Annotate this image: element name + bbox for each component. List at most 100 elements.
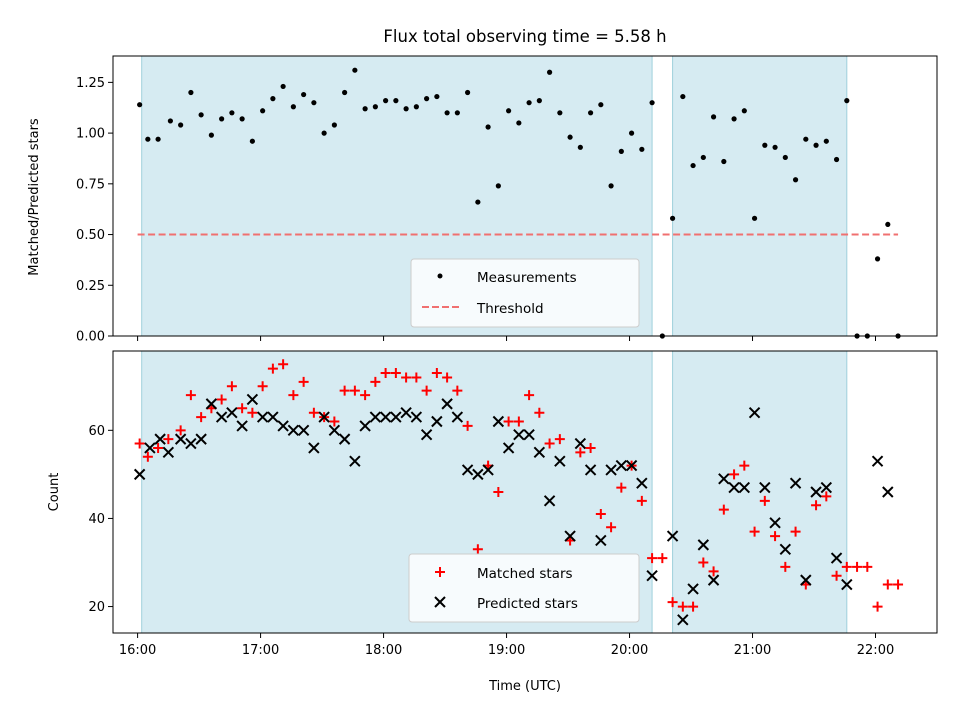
predicted-star-point	[441, 398, 453, 410]
matched-star-point	[575, 447, 586, 458]
predicted-star-point	[205, 398, 218, 410]
measurement-point	[290, 104, 296, 110]
predicted-star-point	[800, 574, 812, 586]
predicted-star-point	[369, 411, 382, 423]
matched-star-point	[534, 407, 545, 418]
matched-star-point	[411, 372, 422, 383]
measurement-point	[516, 120, 522, 126]
chart-title: Flux total observing time = 5.58 h	[383, 27, 666, 46]
measurement-point	[536, 98, 542, 104]
matched-star-point	[308, 407, 319, 418]
matched-star-point	[759, 495, 770, 506]
predicted-star-point	[256, 411, 269, 423]
ratio-y-tick-label: 1.25	[76, 76, 105, 91]
measurement-point	[475, 199, 481, 205]
measurement-point	[280, 83, 286, 90]
count-y-axis-label: Count	[47, 473, 62, 512]
matched-star-point	[831, 570, 842, 581]
predicted-star-point	[677, 614, 689, 626]
matched-star-point	[257, 381, 268, 392]
matched-star-point	[524, 390, 535, 401]
predicted-star-point	[390, 411, 402, 423]
matched-star-point	[142, 451, 153, 462]
legend-predicted-swatch	[434, 596, 446, 608]
matched-star-point	[595, 509, 606, 520]
count-axes-frame	[112, 350, 938, 634]
measurement-point	[557, 110, 563, 116]
measurement-point	[362, 106, 368, 112]
matched-star-point	[329, 416, 340, 427]
predicted-star-point	[215, 411, 228, 423]
predicted-star-point	[246, 393, 259, 406]
time-x-tick-label: 17:00	[242, 643, 279, 658]
matched-star-point	[380, 368, 391, 379]
predicted-star-point	[841, 578, 853, 591]
matched-star-point	[513, 416, 524, 427]
legend-threshold-label: Threshold	[476, 301, 544, 317]
measurement-point	[567, 134, 573, 140]
measurement-point	[301, 91, 307, 98]
measurement-point	[342, 89, 348, 96]
counts-legend: Matched stars Predicted stars	[408, 553, 640, 623]
ratio-y-tick-label: 0.50	[76, 228, 105, 243]
measurement-point	[577, 144, 583, 150]
predicted-star-point	[697, 539, 710, 551]
matched-star-point	[134, 438, 145, 449]
matched-star-point	[554, 434, 565, 445]
matched-star-point	[442, 372, 453, 383]
predicted-star-point	[267, 411, 279, 423]
matched-star-point	[862, 561, 873, 572]
measurement-point	[239, 116, 245, 122]
matched-star-point	[616, 482, 627, 493]
predicted-star-point	[523, 429, 535, 441]
matched-star-point	[503, 416, 514, 427]
time-x-tick-label: 18:00	[365, 643, 402, 658]
measurement-point	[587, 110, 594, 116]
predicted-star-point	[707, 574, 720, 586]
measurement-point	[526, 100, 532, 106]
matched-star-point	[452, 385, 463, 396]
measurement-point	[803, 136, 809, 142]
matched-star-point	[339, 385, 350, 396]
measurement-point	[762, 142, 768, 148]
predicted-star-point	[533, 446, 546, 459]
measurement-point	[618, 148, 624, 154]
measurement-point	[454, 110, 460, 116]
predicted-star-point	[277, 420, 289, 432]
predicted-star-point	[779, 543, 792, 555]
measurement-point	[823, 138, 829, 144]
predicted-star-point	[615, 459, 628, 472]
predicted-star-point	[687, 583, 699, 595]
matched-star-point	[852, 561, 863, 572]
matched-star-point	[677, 601, 688, 612]
matched-star-point	[606, 522, 617, 533]
predicted-star-point	[185, 437, 197, 450]
matched-star-point	[247, 407, 258, 418]
predicted-star-point	[718, 473, 730, 485]
matched-star-point	[175, 425, 186, 436]
predicted-star-point	[162, 446, 175, 459]
measurement-point	[229, 110, 235, 116]
measurement-point	[546, 69, 553, 75]
predicted-star-point	[748, 406, 761, 419]
ratio-observing-window-2	[672, 55, 848, 337]
predicted-star-point	[564, 530, 576, 542]
measurement-point	[260, 108, 266, 114]
matched-star-point	[729, 469, 740, 480]
matched-star-point	[811, 500, 822, 511]
predicted-star-point	[154, 433, 166, 445]
predicted-star-point	[625, 459, 638, 472]
predicted-star-point	[410, 411, 423, 423]
matched-star-point	[585, 442, 596, 453]
predicted-star-point	[759, 481, 771, 494]
measurement-point	[680, 93, 686, 100]
count-y-tick-label: 60	[88, 424, 105, 439]
predicted-star-point	[461, 464, 474, 476]
predicted-star-point	[431, 415, 443, 428]
ratio-y-axis-label: Matched/Predicted stars	[27, 118, 42, 276]
measurement-point	[885, 221, 891, 228]
predicted-star-point	[338, 433, 351, 445]
predicted-star-point	[359, 420, 371, 432]
matched-star-point	[872, 601, 883, 612]
predicted-star-point	[830, 552, 843, 564]
